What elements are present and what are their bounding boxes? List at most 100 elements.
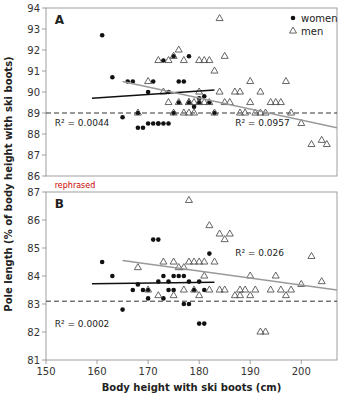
point <box>242 109 249 115</box>
r2-annotation: R² = 0.0002 <box>55 319 110 329</box>
point <box>136 125 141 130</box>
point <box>182 79 187 84</box>
x-axis-label: Body height with ski boots (cm) <box>102 382 282 393</box>
legend: women men <box>290 13 338 37</box>
point <box>161 121 166 126</box>
y-tick <box>42 50 46 51</box>
y-tick <box>42 71 46 72</box>
point <box>211 109 218 115</box>
x-tick <box>148 360 149 364</box>
point <box>146 296 151 301</box>
panel: 868788899091929394R² = 0.0044R² = 0.0957… <box>3 3 338 312</box>
point <box>211 67 218 73</box>
legend-label: men <box>301 26 323 37</box>
point <box>252 286 259 292</box>
point <box>308 140 315 146</box>
point <box>318 278 325 284</box>
point <box>145 77 152 83</box>
point <box>216 230 223 236</box>
point <box>120 307 125 312</box>
y-tick <box>42 276 46 277</box>
legend-marker <box>291 16 296 21</box>
y-tick <box>42 220 46 221</box>
point <box>191 109 198 115</box>
point <box>242 286 249 292</box>
point <box>146 121 151 126</box>
y-tick-label: 94 <box>27 3 40 14</box>
point <box>206 222 213 228</box>
y-tick-label: 88 <box>27 129 40 140</box>
legend-label: women <box>301 13 338 24</box>
point <box>175 46 182 52</box>
point <box>156 121 161 126</box>
x-tick-label: 190 <box>241 366 260 377</box>
point <box>288 109 295 115</box>
point <box>161 274 166 279</box>
reference-line <box>46 301 337 302</box>
y-tick-label: 87 <box>27 187 40 198</box>
y-tick-label: 85 <box>27 243 40 254</box>
y-tick <box>42 304 46 305</box>
point <box>191 286 198 292</box>
point <box>201 272 208 278</box>
x-tick <box>97 360 98 364</box>
point <box>170 52 177 58</box>
trend-line <box>92 282 215 284</box>
legend-marker <box>290 27 297 33</box>
y-tick <box>42 8 46 9</box>
point <box>216 14 223 20</box>
plot-area <box>46 14 337 146</box>
point <box>151 121 156 126</box>
point <box>100 33 105 38</box>
x-tick-label: 200 <box>292 366 311 377</box>
point <box>216 88 223 94</box>
point <box>180 286 187 292</box>
y-tick <box>42 332 46 333</box>
point <box>323 140 330 146</box>
point <box>202 321 207 326</box>
point <box>110 274 115 279</box>
point <box>226 230 233 236</box>
scatter-series <box>100 33 217 130</box>
point <box>247 98 254 104</box>
point <box>182 302 187 307</box>
point <box>170 109 177 115</box>
point <box>318 136 325 142</box>
point <box>120 115 125 120</box>
x-tick <box>301 360 302 364</box>
scatter-series <box>134 196 325 334</box>
panel-label: B <box>55 197 64 211</box>
y-tick-label: 93 <box>27 24 40 35</box>
point <box>180 56 187 62</box>
trend-line <box>123 261 337 290</box>
point <box>267 286 274 292</box>
y-tick <box>42 248 46 249</box>
x-tick-label: 180 <box>190 366 209 377</box>
x-tick-label: 150 <box>36 366 55 377</box>
point <box>166 121 171 126</box>
annotation: rephrased <box>55 181 96 190</box>
point <box>196 292 203 298</box>
point <box>134 109 141 115</box>
point <box>130 288 135 293</box>
x-tick-label: 170 <box>139 366 158 377</box>
point <box>156 121 161 126</box>
point <box>247 77 254 83</box>
point <box>257 88 264 94</box>
x-tick-label: 160 <box>88 366 107 377</box>
y-tick <box>42 134 46 135</box>
point <box>145 286 152 292</box>
point <box>151 237 156 242</box>
point <box>175 98 182 104</box>
y-tick <box>42 176 46 177</box>
y-tick-label: 82 <box>27 327 40 338</box>
y-tick-label: 87 <box>27 150 40 161</box>
y-tick-label: 86 <box>27 171 40 182</box>
plot-frame <box>46 192 337 360</box>
point <box>272 272 279 278</box>
point <box>185 196 192 202</box>
point <box>237 88 244 94</box>
point <box>277 98 284 104</box>
x-tick <box>199 360 200 364</box>
point <box>171 274 176 279</box>
